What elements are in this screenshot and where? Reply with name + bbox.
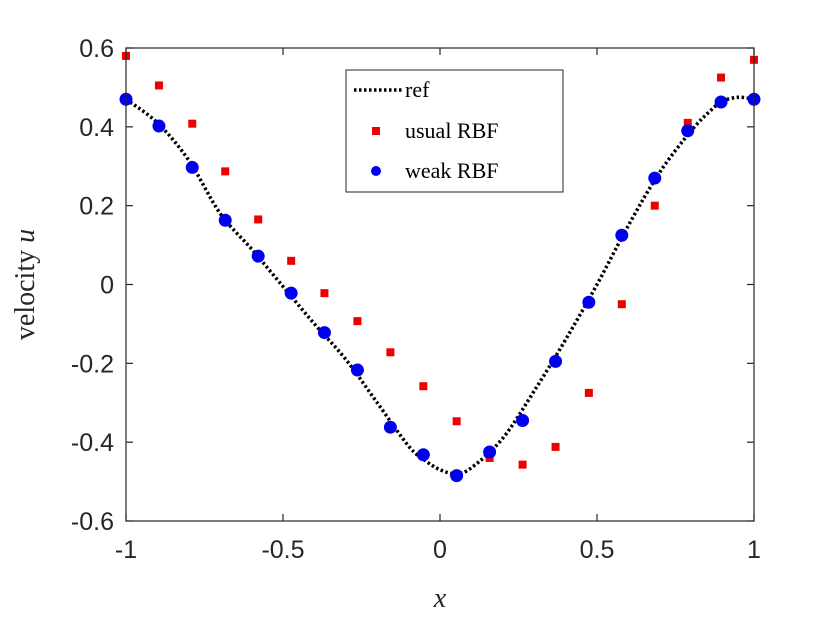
usual-rbf-point bbox=[221, 167, 230, 176]
weak-rbf-point bbox=[615, 228, 629, 242]
y-tick-label: 0.4 bbox=[79, 114, 114, 142]
weak-rbf-point bbox=[483, 445, 497, 459]
x-tick-label: 1 bbox=[747, 536, 761, 564]
legend: ref usual RBF weak RBF bbox=[345, 69, 564, 193]
y-tick-label: -0.4 bbox=[71, 429, 114, 457]
y-tick-label: -0.2 bbox=[71, 350, 114, 378]
y-tick-label: -0.6 bbox=[71, 508, 114, 536]
weak-rbf-point bbox=[714, 95, 728, 109]
legend-weak-rbf-label: weak RBF bbox=[405, 158, 499, 183]
usual-rbf-point bbox=[320, 289, 329, 298]
usual-rbf-point bbox=[188, 119, 197, 128]
x-axis-label: x bbox=[433, 583, 447, 614]
weak-rbf-point bbox=[582, 295, 596, 309]
usual-rbf-point bbox=[419, 382, 428, 391]
y-tick-label: 0.6 bbox=[79, 35, 114, 63]
y-axis-label-text: velocity bbox=[10, 243, 41, 340]
usual-rbf-point bbox=[386, 348, 395, 357]
weak-rbf-point bbox=[218, 213, 232, 227]
weak-rbf-point bbox=[383, 420, 397, 434]
weak-rbf-point bbox=[152, 119, 166, 133]
usual-rbf-point bbox=[617, 300, 626, 309]
weak-rbf-point bbox=[450, 469, 464, 483]
x-tick-label: 0 bbox=[433, 536, 447, 564]
usual-rbf-point bbox=[650, 201, 659, 210]
x-tick-label: -1 bbox=[115, 536, 137, 564]
usual-rbf-point bbox=[683, 118, 692, 127]
y-tick-label: 0 bbox=[100, 272, 114, 300]
y-axis-variable: u bbox=[10, 229, 41, 243]
usual-rbf-point bbox=[452, 417, 461, 426]
legend-box bbox=[345, 69, 564, 193]
legend-usual-rbf-label: usual RBF bbox=[405, 118, 499, 143]
series-layer bbox=[119, 51, 761, 483]
weak-rbf-point bbox=[549, 354, 563, 368]
usual-rbf-point bbox=[154, 81, 163, 90]
legend-weak-rbf-swatch bbox=[371, 166, 381, 176]
weak-rbf-point bbox=[317, 326, 331, 340]
weak-rbf-point bbox=[251, 249, 265, 263]
usual-rbf-point bbox=[717, 73, 726, 82]
usual-rbf-point bbox=[353, 317, 362, 326]
usual-rbf-point bbox=[584, 388, 593, 397]
usual-rbf-point bbox=[254, 215, 263, 224]
x-tick-label: -0.5 bbox=[261, 536, 304, 564]
legend-usual-rbf-swatch bbox=[372, 127, 380, 135]
weak-rbf-point bbox=[648, 171, 662, 185]
weak-rbf-point bbox=[350, 363, 364, 377]
weak-rbf-point bbox=[681, 124, 695, 138]
ticks-layer: -1 -0.5 0 0.5 1 -0.6 -0.4 -0.2 0 0.2 0.4 0.6 bbox=[71, 35, 761, 564]
weak-rbf-point bbox=[416, 448, 430, 462]
x-tick-label: 0.5 bbox=[580, 536, 615, 564]
weak-rbf-point bbox=[185, 160, 199, 174]
usual-rbf-point bbox=[551, 442, 560, 451]
y-axis-label: velocity u bbox=[10, 229, 41, 340]
legend-ref-label: ref bbox=[405, 77, 430, 102]
usual-rbf-point bbox=[518, 460, 527, 469]
usual-rbf-point bbox=[287, 256, 296, 265]
y-tick-label: 0.2 bbox=[79, 193, 114, 221]
weak-rbf-point bbox=[516, 413, 530, 427]
weak-rbf-point bbox=[284, 286, 298, 300]
x-axis-variable: x bbox=[433, 583, 447, 614]
